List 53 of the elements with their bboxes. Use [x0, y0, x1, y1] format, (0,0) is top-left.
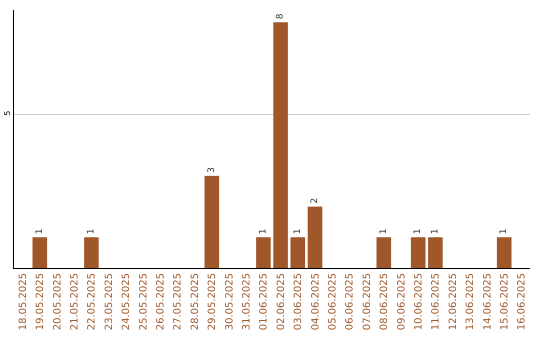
- x-tick-label: 05.06.2025: [327, 273, 338, 330]
- x-tick-label: 21.05.2025: [69, 273, 80, 330]
- x-tick-label: 13.06.2025: [465, 273, 476, 330]
- x-tick-label: 16.06.2025: [516, 273, 528, 330]
- x-tick-label: 18.05.2025: [18, 273, 29, 330]
- x-tick-label: 30.05.2025: [224, 273, 236, 330]
- data-label: 1: [292, 228, 303, 234]
- data-label: 3: [206, 167, 217, 173]
- x-tick-label: 25.05.2025: [138, 273, 150, 330]
- x-tick-label: 10.06.2025: [413, 273, 424, 330]
- x-tick-label: 08.06.2025: [379, 273, 390, 330]
- x-tick-label: 01.06.2025: [258, 273, 270, 330]
- bar: [84, 237, 99, 268]
- x-tick-label: 22.05.2025: [86, 273, 98, 330]
- x-tick-label: 07.06.2025: [362, 273, 373, 330]
- x-tick-label: 04.06.2025: [310, 273, 322, 330]
- x-tick-label: 12.06.2025: [448, 273, 459, 330]
- data-label: 8: [276, 13, 286, 20]
- bar: [376, 237, 392, 268]
- x-tick-label: 03.06.2025: [293, 273, 304, 330]
- data-label: 1: [86, 228, 96, 234]
- bar: [308, 206, 322, 268]
- x-tick-label: 11.06.2025: [430, 273, 442, 330]
- x-tick-label: 26.05.2025: [155, 273, 166, 330]
- bar: [428, 237, 443, 268]
- x-tick-label: 09.06.2025: [396, 273, 408, 330]
- data-label: 1: [258, 228, 268, 234]
- data-label: 1: [378, 228, 389, 234]
- x-tick-label: 19.05.2025: [35, 273, 46, 330]
- data-label: 1: [499, 228, 510, 234]
- data-label: 1: [430, 228, 440, 234]
- x-tick-label: 24.05.2025: [121, 273, 132, 330]
- bar: [410, 237, 426, 268]
- x-tick-label: 06.06.2025: [344, 273, 356, 330]
- x-tick-label: 23.05.2025: [104, 273, 115, 330]
- bar: [32, 237, 48, 268]
- x-tick-label: 29.05.2025: [207, 273, 218, 330]
- x-tick-label: 20.05.2025: [52, 273, 64, 330]
- data-label: 1: [413, 228, 424, 234]
- y-tick-label: 5: [2, 110, 12, 116]
- x-tick-label: 27.05.2025: [172, 273, 184, 330]
- x-tick-label: 31.05.2025: [241, 273, 252, 330]
- bar: [290, 237, 306, 268]
- x-tick-label: 28.05.2025: [190, 273, 201, 330]
- x-tick-label: 15.06.2025: [499, 273, 510, 330]
- x-tick-label: 14.06.2025: [482, 273, 494, 330]
- bar: [496, 237, 512, 268]
- data-label: 2: [310, 198, 320, 204]
- data-label: 1: [34, 228, 45, 234]
- bar: [204, 176, 220, 268]
- bar: [273, 22, 288, 268]
- x-tick-label: 02.06.2025: [276, 273, 287, 330]
- bar: [256, 237, 271, 268]
